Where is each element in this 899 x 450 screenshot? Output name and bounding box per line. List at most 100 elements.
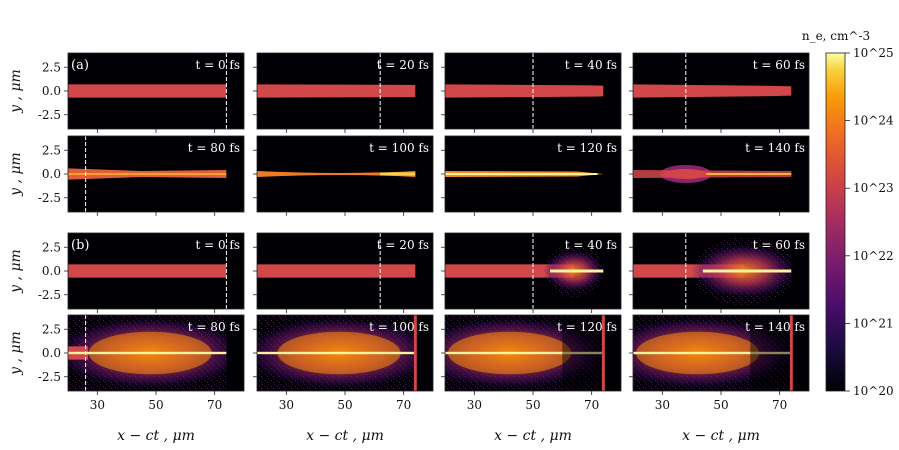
heatmap-panel: t = 120 fs 30 50 70	[441, 314, 622, 412]
density-core	[706, 173, 792, 175]
panel-tag: (a)	[71, 58, 89, 73]
time-label: t = 0 fs	[195, 238, 240, 252]
x-tick-label: 30	[90, 398, 105, 412]
y-tick-label: 0.0	[42, 264, 61, 278]
target-slab	[257, 171, 416, 177]
density-core	[380, 172, 416, 176]
heatmap-panel: t = 60 fs	[629, 232, 810, 313]
x-axis-title: x − ct , μm	[494, 428, 572, 444]
heatmap-panel: t = 0 fs (a) 2.5 0.0 -2.5	[38, 52, 245, 133]
plasma-density	[257, 233, 433, 309]
vacuum-region	[603, 53, 621, 129]
density-core	[257, 351, 416, 355]
time-label: t = 80 fs	[188, 141, 240, 155]
axis-labels: y , μm y , μm y , μm y , μm x − ct , μm x − c…	[8, 69, 760, 444]
x-tick-label: 50	[148, 398, 163, 412]
vacuum-region	[226, 315, 244, 391]
vacuum-region	[415, 136, 433, 212]
vacuum-region	[415, 233, 433, 309]
time-label: t = 80 fs	[188, 320, 240, 334]
x-axis-title: x − ct , μm	[117, 428, 195, 444]
time-label: t = 20 fs	[377, 58, 429, 72]
x-tick-label: 50	[713, 398, 728, 412]
vacuum-region	[416, 315, 433, 391]
time-label: t = 60 fs	[753, 58, 805, 72]
y-tick-label: 2.5	[42, 240, 61, 254]
colorbar-tick-label: 10^21	[853, 316, 894, 330]
y-tick-label: 0.0	[42, 84, 61, 98]
density-core	[68, 351, 227, 355]
y-axis-title: y , μm	[8, 69, 24, 114]
heatmap-panel: t = 140 fs 30 50 70	[629, 314, 810, 412]
x-tick-label: 30	[279, 398, 294, 412]
target-slab	[633, 84, 792, 98]
colorbar-tick-label: 10^22	[853, 249, 894, 263]
heatmap-panel: t = 80 fs 2.5 0.0 -2.5	[38, 135, 245, 216]
y-tick-label: -2.5	[38, 191, 61, 205]
plasma-density	[445, 136, 621, 212]
density-core	[550, 269, 604, 273]
colorbar: 10^20 10^21 10^22 10^23 10^24 10^25 n_e, cm^-3	[802, 29, 894, 398]
heatmap-panel: t = 40 fs	[441, 232, 622, 313]
x-tick-label: 50	[337, 398, 352, 412]
vacuum-region	[603, 136, 621, 212]
x-axis-title: x − ct , μm	[306, 428, 384, 444]
target-slab	[68, 84, 227, 98]
ablated-region	[750, 315, 792, 391]
y-axis-title: y , μm	[8, 152, 24, 197]
plasma-density	[445, 233, 621, 309]
heatmap-panel: t = 140 fs	[629, 135, 810, 216]
vacuum-region	[603, 233, 621, 309]
colorbar-tick-label: 10^23	[853, 181, 894, 195]
vacuum-region	[604, 315, 621, 391]
plasma-density	[445, 315, 621, 391]
vacuum-region	[226, 136, 244, 212]
plasma-density	[257, 315, 433, 391]
target-slab	[68, 264, 227, 278]
vacuum-region	[791, 233, 809, 309]
ablated-region	[562, 315, 604, 391]
panel-grid: t = 0 fs (a) 2.5 0.0 -2.5 t = 20 fs t = 40 fs t…	[38, 52, 810, 412]
time-label: t = 120 fs	[557, 141, 617, 155]
time-label: t = 0 fs	[195, 58, 240, 72]
y-tick-label: 0.0	[42, 346, 61, 360]
y-tick-label: 0.0	[42, 167, 61, 181]
target-slab	[257, 264, 416, 278]
heatmap-panel: t = 120 fs	[441, 135, 622, 216]
density-core	[445, 351, 604, 355]
heatmap-panel: t = 80 fs 2.5 0.0 -2.5 30 50 70	[38, 314, 245, 412]
target-slab	[257, 84, 416, 98]
heatmap-panel: t = 60 fs	[629, 52, 810, 133]
time-label: t = 120 fs	[557, 320, 617, 334]
x-tick-label: 70	[772, 398, 787, 412]
plasma-density	[633, 315, 809, 391]
time-label: t = 40 fs	[565, 238, 617, 252]
colorbar-tick-label: 10^25	[853, 46, 894, 60]
density-core	[68, 173, 227, 175]
density-core	[445, 173, 598, 175]
x-tick-label: 70	[207, 398, 222, 412]
y-axis-title: y , μm	[8, 249, 24, 294]
colorbar-tick-label: 10^24	[853, 114, 894, 128]
heatmap-panel: t = 100 fs	[253, 135, 434, 216]
y-tick-label: 2.5	[42, 322, 61, 336]
density-core	[633, 351, 792, 355]
plasma-density	[633, 233, 809, 309]
density-core	[702, 269, 792, 273]
plasma-density	[633, 53, 809, 129]
panel-tag: (b)	[71, 238, 89, 253]
vacuum-region	[791, 136, 809, 212]
y-tick-label: 2.5	[42, 60, 61, 74]
plasma-density	[445, 53, 621, 129]
time-label: t = 140 fs	[745, 141, 805, 155]
time-label: t = 100 fs	[369, 320, 429, 334]
target-slab	[445, 84, 604, 98]
time-label: t = 140 fs	[745, 320, 805, 334]
plasma-density	[257, 136, 433, 212]
y-tick-label: 2.5	[42, 143, 61, 157]
vacuum-region	[415, 53, 433, 129]
x-tick-label: 30	[467, 398, 482, 412]
heatmap-panel: t = 0 fs (b) 2.5 0.0 -2.5	[38, 232, 245, 313]
x-tick-label: 70	[584, 398, 599, 412]
